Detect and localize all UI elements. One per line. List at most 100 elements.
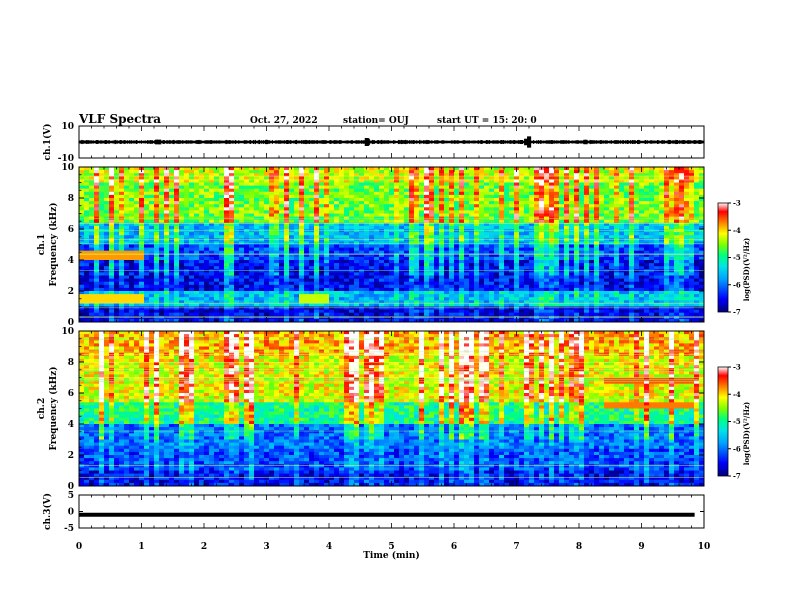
ch1-spec-cell (154, 173, 160, 177)
ch1-spec-cell (679, 167, 685, 171)
ch1-spec-cell (509, 272, 515, 276)
ch1-spec-cell (449, 244, 455, 248)
ch1-spec-cell (599, 201, 605, 205)
ch1-spec-cell (339, 188, 345, 193)
ch1-spec-cell (234, 272, 240, 276)
ch1-spec-cell (79, 207, 85, 211)
ch1-spec-cell (554, 176, 560, 180)
ch1-spec-cell (659, 185, 665, 190)
ch1-spec-cell (534, 182, 540, 186)
ch1-spec-cell (434, 179, 440, 183)
ch1-spec-cell (114, 238, 120, 242)
ch1-spec-cell (689, 179, 695, 183)
ch1-spec-cell (149, 281, 155, 286)
ch1-spec-cell (224, 260, 230, 264)
ch1-spec-cell (349, 213, 355, 217)
ch1-spec-cell (599, 266, 605, 270)
ch1-spec-cell (99, 188, 105, 193)
ch1-spec-cell (494, 269, 500, 273)
ch1-spec-cell (154, 188, 160, 193)
ch1-spec-cell (429, 219, 435, 224)
ch1-spec-cell (329, 272, 335, 276)
ch1-spec-cell (99, 173, 105, 177)
ch1-spec-cell (384, 263, 390, 267)
ch1-spec-cell (564, 263, 570, 267)
ch1-spec-cell (249, 235, 255, 239)
ch1-spec-cell (529, 201, 535, 205)
ch1-spec-cell (309, 188, 315, 193)
ch1-spec-cell (109, 244, 115, 248)
ch1-spec-cell (504, 182, 510, 186)
ch1-spec-cell (349, 272, 355, 276)
ch1-spec-cell (314, 253, 320, 258)
ch1-spec-cell (89, 284, 95, 289)
ch1-spec-cell (624, 194, 630, 199)
ch1-spec-cell (304, 225, 310, 230)
ch1-spec-cell (139, 244, 145, 248)
ch1-spec-cell (194, 219, 200, 224)
ch1-spec-cell (84, 167, 90, 171)
ch1-spec-cell (554, 222, 560, 227)
ch1-spec-cell (154, 204, 160, 208)
ch1-spec-cell (649, 198, 655, 202)
ch1-spec-cell (314, 182, 320, 186)
ch1-spec-cell (149, 253, 155, 258)
ch1-spec-cell (384, 219, 390, 224)
ch1-spec-cell (574, 182, 580, 186)
ch1-spec-cell (549, 281, 555, 286)
ch1-spec-cell (369, 247, 375, 252)
ch1-spec-cell (399, 170, 405, 174)
ch1-spec-cell (574, 266, 580, 270)
ch1-spec-cell (214, 263, 220, 267)
ch1-spec-cell (659, 225, 665, 230)
ch1-spec-cell (544, 244, 550, 248)
ch1-spec-cell (79, 194, 85, 199)
ch1-spec-cell (279, 284, 285, 289)
ch1-spec-cell (464, 213, 470, 217)
ch1-spec-cell (699, 275, 705, 279)
ch1-spec-cell (649, 182, 655, 186)
ch1-spec-cell (209, 170, 215, 174)
ch1-spec-cell (174, 263, 180, 267)
ch1-spec-cell (304, 179, 310, 183)
ch1-spec-cell (239, 260, 245, 264)
ch1-spec-cell (189, 253, 195, 258)
ch1-spec-cell (364, 269, 370, 273)
ch1-spec-cell (89, 266, 95, 270)
ch1-spec-cell (604, 170, 610, 174)
ch1-spec-cell (149, 219, 155, 224)
ch1-spec-cell (419, 225, 425, 230)
ch1-spec-cell (89, 182, 95, 186)
ch1-spec-cell (449, 235, 455, 239)
ch1-spec-cell (209, 191, 215, 196)
ch1-spec-cell (549, 198, 555, 202)
ch1-spec-cell (529, 191, 535, 196)
ch1-spec-cell (359, 207, 365, 211)
ch1-spec-cell (569, 260, 575, 264)
ch1-spec-cell (539, 244, 545, 248)
ch1-spec-cell (644, 207, 650, 211)
ch1-spec-cell (199, 272, 205, 276)
ch1-spec-cell (374, 260, 380, 264)
ch1-spec-cell (154, 284, 160, 289)
ch1-spec-cell (629, 188, 635, 193)
ch1-spec-cell (119, 198, 125, 202)
ch1-spec-cell (449, 247, 455, 252)
ch1-spec-cell (594, 269, 600, 273)
ch1-spec-cell (324, 191, 330, 196)
ch1-spec-cell (144, 194, 150, 199)
ch1-spec-cell (539, 188, 545, 193)
ch1-spec-cell (529, 194, 535, 199)
ch1-spec-cell (254, 238, 260, 242)
ch1-spec-cell (274, 256, 280, 261)
ch1-spec-cell (624, 278, 630, 283)
ch1-spec-cell (494, 256, 500, 261)
ch1-spec-cell (564, 170, 570, 174)
ch1-spec-cell (689, 204, 695, 208)
ch1-spec-cell (199, 244, 205, 248)
ch1-spec-cell (209, 266, 215, 270)
ch1-spec-cell (544, 188, 550, 193)
ch1-spec-cell (209, 235, 215, 239)
ch1-spec-cell (449, 210, 455, 214)
ch1-spec-cell (624, 210, 630, 214)
